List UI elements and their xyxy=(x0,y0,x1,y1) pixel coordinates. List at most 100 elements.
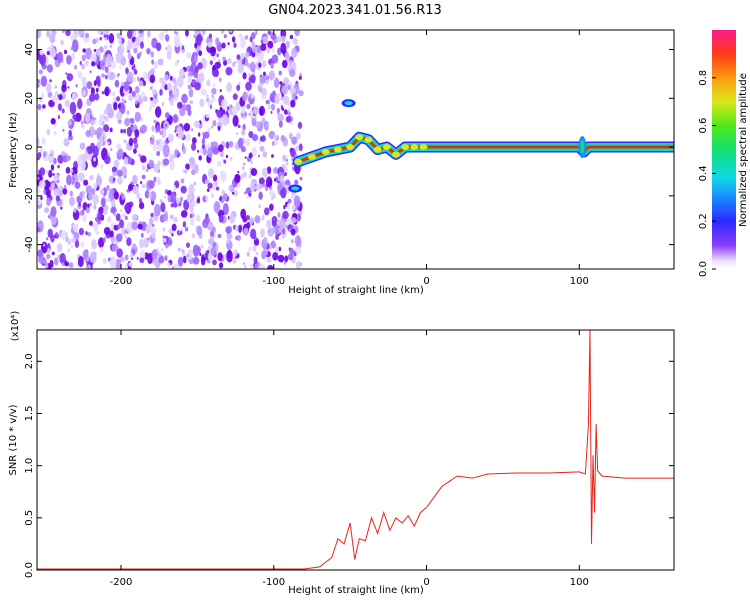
noise-blob xyxy=(251,41,256,49)
noise-blob xyxy=(266,166,272,175)
noise-blob xyxy=(164,255,168,261)
noise-blob xyxy=(291,47,298,59)
spectrogram-frame xyxy=(36,29,675,270)
noise-blob xyxy=(210,141,214,146)
noise-blob xyxy=(203,131,210,139)
noise-blob xyxy=(244,265,247,269)
snr-multiplier-label: (x10⁴) xyxy=(10,311,21,342)
noise-blob xyxy=(289,34,294,40)
noise-blob xyxy=(258,263,266,269)
noise-blob xyxy=(159,130,163,135)
noise-blob xyxy=(71,52,76,61)
noise-blob xyxy=(182,146,187,155)
noise-blob xyxy=(92,157,97,162)
noise-blob xyxy=(50,214,57,225)
noise-blob xyxy=(72,223,79,233)
noise-blob xyxy=(287,84,291,91)
noise-blob xyxy=(261,36,269,45)
noise-blob xyxy=(283,156,286,161)
noise-blob xyxy=(259,145,265,152)
noise-blob xyxy=(89,251,97,264)
noise-blob xyxy=(263,236,268,243)
noise-blob xyxy=(164,195,167,200)
noise-blob xyxy=(87,203,90,208)
noise-blob xyxy=(212,174,218,182)
noise-blob xyxy=(149,137,155,145)
noise-blob xyxy=(105,185,110,191)
noise-blob xyxy=(259,74,266,84)
spectrogram-y-ticks: -40 -20 0 20 40 xyxy=(24,43,674,253)
noise-blob xyxy=(111,243,119,252)
noise-blob xyxy=(131,213,138,222)
noise-blob xyxy=(125,263,128,269)
noise-blob xyxy=(240,52,245,60)
noise-blob xyxy=(117,119,122,124)
noise-blob xyxy=(261,167,268,178)
noise-blob xyxy=(107,108,115,119)
snr-x-tick-label: -200 xyxy=(110,577,133,588)
noise-blob xyxy=(151,223,155,227)
noise-blob xyxy=(39,53,47,66)
noise-blob xyxy=(125,206,130,212)
noise-blob xyxy=(48,99,55,108)
noise-blob xyxy=(191,128,194,132)
noise-blob xyxy=(71,92,77,101)
noise-blob xyxy=(123,81,130,92)
noise-blob xyxy=(216,53,220,58)
noise-blob xyxy=(131,221,139,231)
noise-blob xyxy=(146,47,151,55)
noise-blob xyxy=(240,208,247,220)
noise-blob xyxy=(121,46,124,51)
spectrogram-x-tick-label: -100 xyxy=(262,276,285,287)
noise-blob xyxy=(189,156,195,166)
noise-blob xyxy=(250,93,254,100)
noise-blob xyxy=(233,189,238,197)
noise-blob xyxy=(187,84,192,90)
noise-blob xyxy=(179,266,183,269)
noise-blob xyxy=(222,203,229,216)
noise-blob xyxy=(265,123,269,128)
noise-blob xyxy=(105,53,112,67)
noise-blob xyxy=(64,184,67,189)
noise-blob xyxy=(159,77,165,84)
snr-x-axis-label: Height of straight line (km) xyxy=(288,585,424,596)
noise-blob xyxy=(133,47,138,54)
noise-blob xyxy=(77,70,83,80)
noise-blob xyxy=(168,199,171,203)
noise-blob xyxy=(165,46,168,51)
noise-blob xyxy=(274,94,280,105)
noise-blob xyxy=(60,206,63,210)
spectrogram-x-tick-label: 0 xyxy=(423,276,429,287)
snr-panel: -200 -100 0 100 0.0 0.5 1.0 1.5 2.0 Height of s… xyxy=(8,311,675,596)
noise-blob xyxy=(201,143,206,150)
noise-blob xyxy=(173,216,179,223)
noise-blob xyxy=(53,173,60,182)
noise-blob xyxy=(96,48,100,52)
noise-blob xyxy=(140,117,144,122)
noise-blob xyxy=(290,99,296,108)
noise-blob xyxy=(115,111,123,120)
noise-blob xyxy=(119,65,122,70)
noise-blob xyxy=(113,101,118,111)
noise-blob xyxy=(238,33,243,39)
noise-blob xyxy=(180,210,188,218)
noise-blob xyxy=(251,32,256,40)
noise-blob xyxy=(255,251,259,256)
noise-blob xyxy=(243,171,247,178)
noise-blob xyxy=(117,176,123,185)
noise-blob xyxy=(124,254,129,261)
noise-blob xyxy=(101,73,106,78)
noise-blob xyxy=(287,198,292,204)
noise-blob xyxy=(169,214,174,220)
noise-blob xyxy=(188,88,194,98)
noise-blob xyxy=(102,130,105,133)
noise-blob xyxy=(85,32,90,39)
noise-blob xyxy=(181,93,188,104)
noise-blob xyxy=(91,61,96,67)
colorbar-ticks: 0.0 0.2 0.4 0.6 0.8 xyxy=(698,70,716,277)
noise-blob xyxy=(78,227,85,236)
noise-blob xyxy=(270,110,273,114)
noise-blob xyxy=(166,50,172,60)
noise-blob xyxy=(121,194,125,201)
noise-blob xyxy=(139,197,142,204)
